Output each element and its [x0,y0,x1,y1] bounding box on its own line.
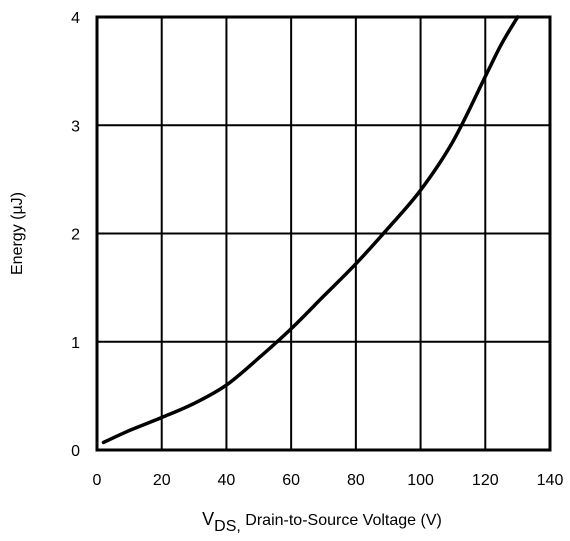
x-tick-label: 120 [472,472,499,489]
y-tick-label: 0 [71,443,80,460]
x-tick-label: 100 [407,472,434,489]
series-layer [101,15,520,445]
x-tick-label: 40 [218,472,236,489]
x-axis-label: VDS, Drain-to-Source Voltage (V) [202,509,442,535]
y-tick-label: 4 [71,10,80,27]
grid-layer [97,17,550,450]
y-tick-label: 1 [71,335,80,352]
energy-series-line [101,15,520,445]
x-tick-label: 80 [347,472,365,489]
x-tick-label: 0 [93,472,102,489]
y-tick-label: 2 [71,227,80,244]
x-axis-label-rest: Drain-to-Source Voltage (V) [241,512,442,529]
y-axis-label: Energy (µJ) [9,192,26,275]
x-axis-label-subscript: DS, [214,518,241,535]
x-tick-label: 60 [282,472,300,489]
plot-frame [95,15,552,452]
tick-label-layer: 0 20 40 60 80 100 120 140 0 1 2 3 4 [71,10,563,489]
y-tick-label: 3 [71,118,80,135]
x-axis-label-main: V [202,509,214,529]
x-tick-label: 20 [153,472,171,489]
x-tick-label: 140 [537,472,564,489]
